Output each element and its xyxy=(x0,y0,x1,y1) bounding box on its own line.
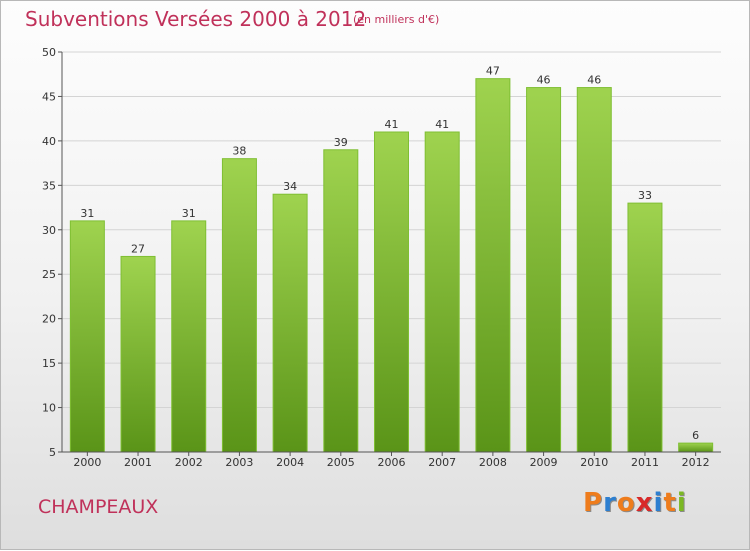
bar-2005 xyxy=(323,149,359,453)
logo-letter: t xyxy=(663,488,677,518)
x-tick-label: 2010 xyxy=(580,456,608,469)
data-label: 39 xyxy=(334,136,348,149)
logo-letter: i xyxy=(676,488,687,518)
x-tick-label: 2008 xyxy=(479,456,507,469)
y-tick-label: 50 xyxy=(42,46,56,59)
chart-title: Subventions Versées 2000 à 2012 xyxy=(25,7,367,31)
x-tick-label: 2006 xyxy=(378,456,406,469)
y-tick-label: 45 xyxy=(42,90,56,103)
data-label: 31 xyxy=(80,207,94,220)
bar-2011 xyxy=(627,202,663,453)
y-tick-label: 25 xyxy=(42,268,56,281)
logo-letter: i xyxy=(653,488,664,518)
data-label: 31 xyxy=(182,207,196,220)
y-tick-label: 5 xyxy=(49,446,56,459)
x-tick-label: 2009 xyxy=(530,456,558,469)
x-tick-label: 2012 xyxy=(682,456,710,469)
y-tick-label: 40 xyxy=(42,135,56,148)
bar-2007 xyxy=(424,131,460,453)
x-tick-label: 2003 xyxy=(225,456,253,469)
bar-2000 xyxy=(69,220,105,453)
x-tick-label: 2007 xyxy=(428,456,456,469)
data-label: 38 xyxy=(232,145,246,158)
logo-letter: r xyxy=(603,488,617,518)
y-tick-label: 35 xyxy=(42,179,56,192)
bar-2002 xyxy=(171,220,207,453)
x-tick-label: 2011 xyxy=(631,456,659,469)
bar-2009 xyxy=(526,87,562,453)
data-label: 41 xyxy=(435,118,449,131)
x-tick-label: 2004 xyxy=(276,456,304,469)
data-label: 41 xyxy=(385,118,399,131)
bar-2001 xyxy=(120,255,156,453)
logo-letter: o xyxy=(616,488,636,518)
chart-subtitle: (en milliers d'€) xyxy=(353,13,440,26)
logo-letter: x xyxy=(635,488,654,518)
x-tick-label: 2005 xyxy=(327,456,355,469)
x-tick-label: 2002 xyxy=(175,456,203,469)
logo-letter: P xyxy=(583,488,604,518)
bar-2006 xyxy=(374,131,409,453)
data-label: 46 xyxy=(537,74,551,87)
bar-2004 xyxy=(272,193,308,453)
data-label: 46 xyxy=(587,74,601,87)
bar-2008 xyxy=(475,78,511,453)
bar-2012 xyxy=(678,442,714,453)
proxiti-logo: Proxiti xyxy=(583,488,687,518)
x-tick-label: 2001 xyxy=(124,456,152,469)
y-tick-label: 10 xyxy=(42,402,56,415)
commune-name: CHAMPEAUX xyxy=(38,496,159,518)
data-label: 27 xyxy=(131,242,145,255)
y-tick-label: 20 xyxy=(42,313,56,326)
data-label: 47 xyxy=(486,65,500,78)
y-tick-label: 30 xyxy=(42,224,56,237)
bar-2003 xyxy=(221,158,257,453)
y-tick-label: 15 xyxy=(42,357,56,370)
data-label: 33 xyxy=(638,189,652,202)
x-tick-label: 2000 xyxy=(73,456,101,469)
data-label: 34 xyxy=(283,180,297,193)
data-label: 6 xyxy=(692,429,699,442)
bar-2010 xyxy=(576,87,612,453)
